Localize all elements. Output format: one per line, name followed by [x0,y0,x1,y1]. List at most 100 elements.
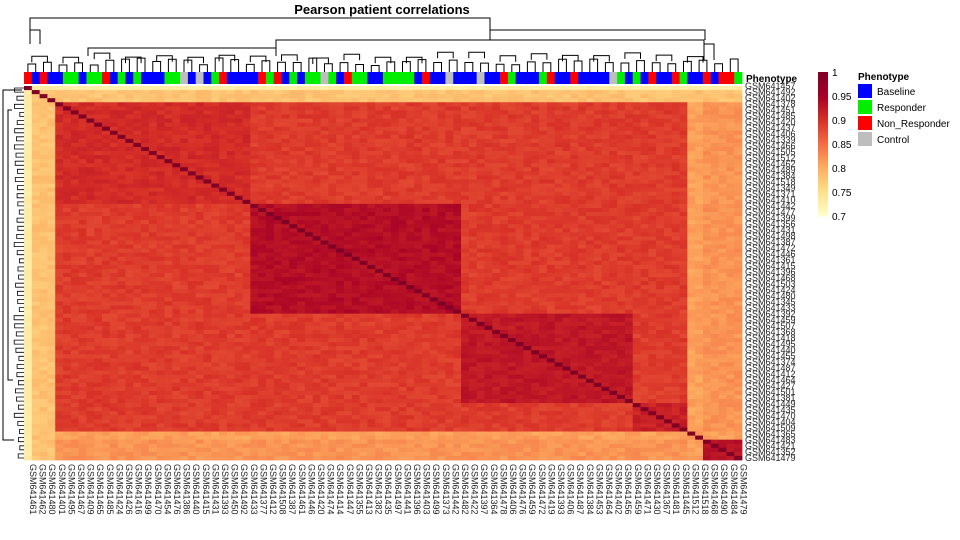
heatmap-cell [265,155,275,160]
heatmap-cell [702,281,712,286]
heatmap-cell [445,277,454,282]
heatmap-cell [453,155,462,160]
heatmap-cell [562,199,571,205]
heatmap-cell [453,102,462,107]
heatmap-cell [406,252,415,258]
heatmap-cell [226,171,236,176]
heatmap-cell [367,244,376,250]
heatmap-cell [390,232,399,237]
heatmap-cell [648,106,657,111]
heatmap-cell [234,277,243,282]
heatmap-cell [203,244,212,250]
heatmap-cell [359,179,368,184]
heatmap-cell [125,273,134,278]
heatmap-cell [133,118,142,123]
heatmap-cell [624,106,634,111]
heatmap-cell [219,264,228,270]
heatmap-cell [414,175,423,180]
heatmap-cell [539,142,548,148]
heatmap-cell [234,134,243,140]
heatmap-cell [663,285,673,290]
heatmap-cell [320,281,329,286]
heatmap-cell [437,98,446,103]
heatmap-cell [102,195,111,201]
heatmap-cell [570,199,579,205]
heatmap-cell [414,130,423,136]
heatmap-cell [148,146,158,152]
heatmap-cell [320,220,329,225]
heatmap-cell [601,195,610,201]
heatmap-cell [78,240,87,245]
heatmap-cell [710,216,719,221]
heatmap-cell [632,146,641,152]
heatmap-cell [367,293,376,298]
heatmap-cell [226,122,236,128]
heatmap-cell [593,167,602,172]
heatmap-cell [601,90,610,95]
heatmap-cell [148,240,158,245]
heatmap-cell [156,126,165,132]
heatmap-cell [39,146,48,152]
heatmap-cell [94,236,103,241]
heatmap-cell [601,98,610,103]
heatmap-cell [601,130,610,136]
heatmap-cell [133,236,142,241]
heatmap-cell [375,212,384,217]
heatmap-cell [312,94,321,99]
heatmap-cell [24,191,33,197]
heatmap-cell [507,191,517,197]
heatmap-cell [679,252,688,258]
heatmap-cell [663,260,673,266]
heatmap-cell [562,171,571,176]
heatmap-cell [265,146,275,152]
heatmap-cell [156,118,165,123]
heatmap-cell [476,187,485,193]
heatmap-cell [164,216,173,221]
heatmap-cell [195,183,204,189]
heatmap-cell [375,118,384,123]
dendrogram-branch [14,128,24,134]
heatmap-cell [312,191,321,197]
heatmap-cell [125,159,134,164]
heatmap-cell [180,268,189,274]
phenotype-annotation-cell [250,72,259,84]
heatmap-cell [164,268,173,274]
heatmap-cell [624,110,634,115]
heatmap-cell [515,232,524,237]
heatmap-cell [453,187,462,193]
heatmap-cell [172,277,181,282]
heatmap-cell [546,98,556,103]
heatmap-cell [250,183,259,189]
heatmap-cell [125,118,134,123]
heatmap-cell [343,289,353,294]
heatmap-cell [359,110,368,115]
heatmap-cell [180,203,189,209]
heatmap-cell [726,268,735,274]
heatmap-cell [406,199,415,205]
heatmap-cell [273,212,282,217]
heatmap-cell [632,94,641,99]
heatmap-cell [663,110,673,115]
heatmap-cell [718,277,727,282]
heatmap-cell [289,248,298,254]
heatmap-cell [39,207,48,213]
heatmap-cell [24,248,33,254]
heatmap-cell [414,163,423,168]
heatmap-cell [70,236,80,241]
heatmap-cell [336,138,345,144]
heatmap-cell [609,273,618,278]
heatmap-cell [539,98,548,103]
heatmap-cell [523,248,532,254]
heatmap-cell [281,285,290,290]
heatmap-cell [297,146,306,152]
heatmap-cell [31,183,40,189]
heatmap-cell [195,248,204,254]
heatmap-cell [390,151,399,156]
heatmap-cell [102,110,111,115]
heatmap-cell [710,130,719,136]
heatmap-cell [281,252,290,258]
heatmap-cell [281,212,290,217]
heatmap-cell [492,224,501,229]
dendrogram-branch [14,103,24,109]
heatmap-cell [359,216,368,221]
